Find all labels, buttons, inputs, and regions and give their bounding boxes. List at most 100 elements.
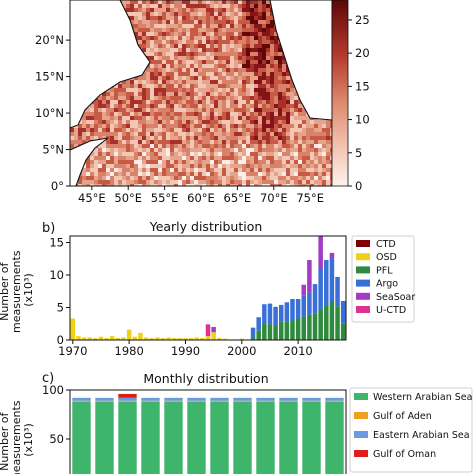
map-cell — [282, 100, 286, 104]
map-cell — [218, 44, 222, 48]
map-cell — [238, 108, 242, 112]
map-cell — [86, 184, 90, 186]
map-cell — [262, 52, 266, 56]
map-cell — [218, 80, 222, 84]
map-cell — [250, 168, 254, 172]
map-cell — [158, 40, 162, 44]
map-cell — [146, 100, 150, 104]
map-cell — [158, 148, 162, 152]
map-cell — [246, 148, 250, 152]
map-cell — [282, 56, 286, 60]
map-cell — [290, 156, 294, 160]
yearly-legend-swatch — [356, 266, 370, 274]
map-cell — [330, 164, 332, 168]
map-cell — [166, 172, 170, 176]
map-cell — [158, 96, 162, 100]
map-cell — [94, 136, 98, 140]
map-cell — [206, 108, 210, 112]
map-cell — [158, 4, 162, 8]
map-cell — [218, 124, 222, 128]
map-cell — [230, 112, 234, 116]
map-cell — [270, 156, 274, 160]
map-cell — [234, 68, 238, 72]
map-cell — [258, 164, 262, 168]
map-cell — [274, 40, 278, 44]
map-cell — [158, 52, 162, 56]
map-cell — [262, 156, 266, 160]
map-cell — [190, 184, 194, 186]
map-cell — [274, 108, 278, 112]
map-cell — [270, 80, 274, 84]
map-cell — [206, 48, 210, 52]
map-cell — [246, 68, 250, 72]
map-cell — [226, 44, 230, 48]
map-cell — [266, 140, 270, 144]
map-cell — [218, 92, 222, 96]
map-cell — [238, 60, 242, 64]
map-cell — [190, 180, 194, 184]
map-cell — [138, 128, 142, 132]
map-cell — [158, 64, 162, 68]
yearly-bar-segment — [324, 260, 329, 306]
map-cell — [162, 100, 166, 104]
map-cell — [274, 48, 278, 52]
map-cell — [214, 68, 218, 72]
map-cell — [298, 112, 302, 116]
map-cell — [202, 176, 206, 180]
map-cell — [158, 36, 162, 40]
map-cell — [86, 164, 90, 168]
map-cell — [174, 104, 178, 108]
map-cell — [114, 124, 118, 128]
map-cell — [182, 4, 186, 8]
map-cell — [102, 168, 106, 172]
map-cell — [270, 12, 274, 16]
yearly-x-tick-label: 1970 — [58, 344, 87, 358]
map-cell — [218, 56, 222, 60]
map-cell — [206, 24, 210, 28]
map-cell — [302, 128, 306, 132]
map-cell — [190, 104, 194, 108]
map-cell — [174, 148, 178, 152]
map-cell — [90, 116, 94, 120]
map-cell — [242, 4, 246, 8]
map-cell — [290, 180, 294, 184]
map-cell — [278, 160, 282, 164]
map-cell — [242, 76, 246, 80]
map-cell — [110, 184, 114, 186]
map-cell — [122, 0, 126, 4]
map-cell — [170, 56, 174, 60]
map-cell — [286, 96, 290, 100]
map-cell — [182, 64, 186, 68]
yearly-legend-swatch — [356, 306, 370, 313]
map-cell — [266, 20, 270, 24]
map-cell — [246, 60, 250, 64]
map-cell — [202, 48, 206, 52]
map-cell — [250, 40, 254, 44]
map-cell — [258, 44, 262, 48]
map-cell — [178, 28, 182, 32]
yearly-y-tick-label: 5 — [57, 301, 64, 315]
map-cell — [242, 140, 246, 144]
map-cell — [290, 164, 294, 168]
map-cell — [218, 4, 222, 8]
map-cell — [198, 76, 202, 80]
map-cell — [110, 172, 114, 176]
map-cell — [206, 28, 210, 32]
map-cell — [262, 4, 266, 8]
map-cell — [274, 148, 278, 152]
map-cell — [158, 68, 162, 72]
map-cell — [178, 8, 182, 12]
map-cell — [90, 124, 94, 128]
yearly-bar-segment — [295, 299, 301, 319]
map-cell — [110, 132, 114, 136]
map-cell — [202, 108, 206, 112]
map-cell — [326, 180, 330, 184]
yearly-bar-segment — [81, 337, 87, 340]
monthly-legend-swatch — [354, 412, 368, 419]
map-cell — [150, 168, 154, 172]
map-cell — [258, 28, 262, 32]
map-cell — [322, 132, 326, 136]
map-cell — [134, 120, 138, 124]
map-cell — [170, 168, 174, 172]
